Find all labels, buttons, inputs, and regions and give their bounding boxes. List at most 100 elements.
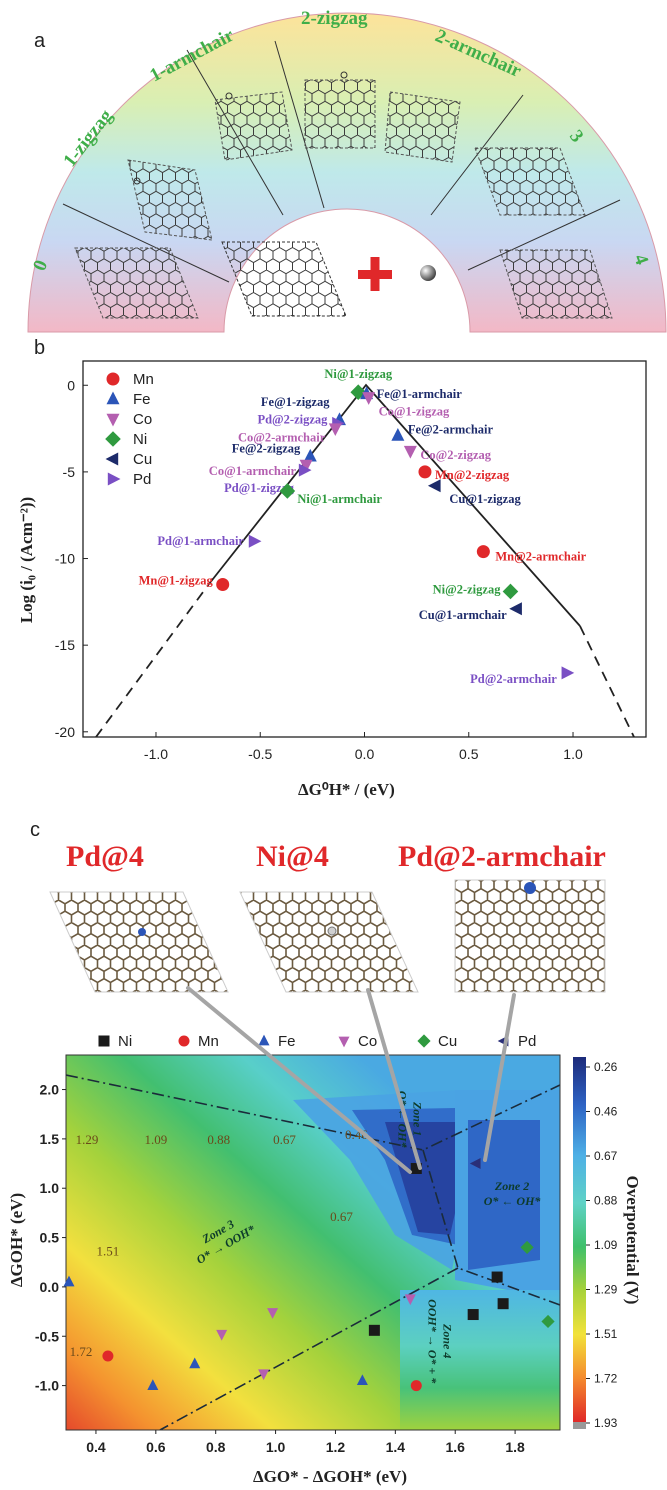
colorbar-tick-label: 1.29 [594,1283,618,1297]
volcano-y-tick-label: -15 [55,637,75,653]
heatmap-point [267,1308,279,1319]
graphene-sheets [74,71,613,319]
colorbar-ticks: 0.26 0.46 0.67 0.88 1.09 1.29 1.51 1.72 1.93 [586,1060,618,1430]
heatmap-x-ticks: 0.4 0.6 0.8 1.0 1.2 1.4 1.6 1.8 [86,1430,525,1455]
volcano-point-label: Cu@1-zigzag [449,492,521,506]
heatmap-point [469,1158,481,1170]
colorbar-tick-label: 1.93 [594,1416,618,1430]
zone-name: Zone 4 [440,1323,454,1358]
heatmap-point [102,1350,114,1362]
volcano-point [298,463,312,477]
volcano-point-label: Mn@1-zigzag [139,574,214,588]
colorbar-title: Overpotential (V) [623,1176,642,1305]
zone-label-group: Zone 1O* ← OH* [395,1091,424,1149]
heatmap-point [491,1271,503,1283]
volcano-point [509,602,522,616]
volcano-point-label: Pd@1-armchair [157,534,244,548]
colorbar-tick-label: 0.67 [594,1149,618,1163]
heatmap-legend-label: Mn [198,1033,219,1050]
zone-reaction: O* ← OH* [395,1091,409,1149]
heatmap-point [410,1380,422,1392]
heatmap-legend-label: Pd [518,1033,536,1050]
volcano-x-ticks: -1.0 -0.5 0.0 0.5 1.0 [144,732,583,762]
contour-label: 1.09 [144,1132,167,1147]
volcano-fit-solid [208,383,581,627]
volcano-point [299,459,313,473]
contour-label: 0.67 [330,1209,353,1224]
volcano-y-tick-label: -5 [63,464,76,480]
colorbar-tick-label: 0.88 [594,1194,618,1208]
heatmap-legend-marker [417,1034,431,1048]
plus-icon [358,257,392,291]
volcano-point [427,479,441,493]
volcano-legend-label: Cu [133,451,152,468]
panel-a-letter: a [34,30,46,52]
structure-pd2-armchair [454,879,606,993]
volcano-point [418,465,432,479]
volcano-points: Ni@1-zigzag Fe@1-armchair Co@1-zigzag Fe@1-… [139,367,587,686]
volcano-legend-marker [106,413,120,427]
heatmap-x-title: ΔGO* - ΔGOH* (eV) [253,1467,407,1486]
panel-b-volcano-plot: b -1.0 -0.5 0.0 0.5 1.0 0 -5 -10 -15 -20 Ni@1-zi… [17,337,647,799]
heatmap-x-tick-label: 0.8 [206,1439,226,1455]
heatmap-point [189,1357,201,1369]
heatmap-point [368,1324,380,1336]
colorbar [573,1057,586,1422]
volcano-legend-label: Co [133,411,152,428]
volcano-x-title: ΔG⁰H* / (eV) [298,780,395,799]
volcano-x-tick-label: 0.0 [355,746,375,762]
heatmap-x-tick-label: 1.6 [445,1439,465,1455]
volcano-point-label: Co@2-zigzag [420,448,491,462]
volcano-point-label: Pd@2-armchair [470,672,557,686]
volcano-y-ticks: 0 -5 -10 -15 -20 [55,377,88,740]
volcano-point-label: Co@2-armchair [238,431,326,445]
volcano-legend-label: Fe [133,391,151,408]
heatmap-y-tick-label: 0.0 [40,1279,60,1295]
heatmap-x-tick-label: 1.4 [386,1439,406,1455]
volcano-fit-dashed [95,583,635,737]
heatmap-legend-label: Co [358,1033,377,1050]
volcano-x-tick-label: -1.0 [144,746,168,762]
heatmap-points [63,1158,555,1392]
volcano-legend-label: Ni [133,431,147,448]
volcano-point-label: Mn@2-armchair [495,550,586,564]
volcano-plot-frame [82,360,647,738]
volcano-y-title: Log (i₀ / (Acm⁻²)) [17,497,36,623]
pristine-graphene [221,241,347,317]
volcano-point-label: Fe@1-zigzag [261,395,330,409]
volcano-point-label: Ni@2-zigzag [433,582,502,596]
heatmap-legend-marker [338,1036,350,1048]
heatmap-point [467,1309,479,1321]
heatmap-point [258,1369,270,1381]
volcano-point [561,666,575,680]
colorbar-tick-label: 1.72 [594,1372,618,1386]
volcano-point-label: Co@1-zigzag [379,404,450,418]
heatmap-y-ticks: -1.0 -0.5 0.0 0.5 1.0 1.5 2.0 [35,1082,66,1394]
volcano-point [216,578,230,592]
volcano-point-label: Fe@1-armchair [377,387,463,401]
volcano-point [248,534,262,548]
heatmap-y-tick-label: 1.0 [40,1180,60,1196]
heatmap-x-tick-label: 1.2 [326,1439,346,1455]
ni-atom-marker [327,926,337,936]
volcano-legend-marker [107,472,121,486]
volcano-point-label: Cu@1-armchair [419,608,507,622]
contour-label: 0.67 [273,1132,296,1147]
metal-atom-icon [420,265,436,281]
volcano-legend-label: Mn [133,371,154,388]
volcano-point [476,545,490,559]
heatmap-y-tick-label: 1.5 [40,1131,60,1147]
volcano-legend: Mn Fe Co Ni Cu Pd [105,371,154,488]
structure-ni4 [239,891,419,993]
volcano-legend-marker [106,372,120,386]
heatmap-y-title: ΔGOH* (eV) [7,1193,26,1287]
colorbar-tick-label: 1.09 [594,1238,618,1252]
colorbar-tick-label: 1.51 [594,1327,618,1341]
heatmap-point [520,1240,534,1255]
pd-atom-marker [138,928,146,936]
panel-a-structures: a 0 1-zigzag 1-armchair 2-zigzag 2-armch… [27,8,667,333]
heatmap-point [147,1379,159,1390]
zone-reaction: O* ← OH* [484,1194,542,1208]
